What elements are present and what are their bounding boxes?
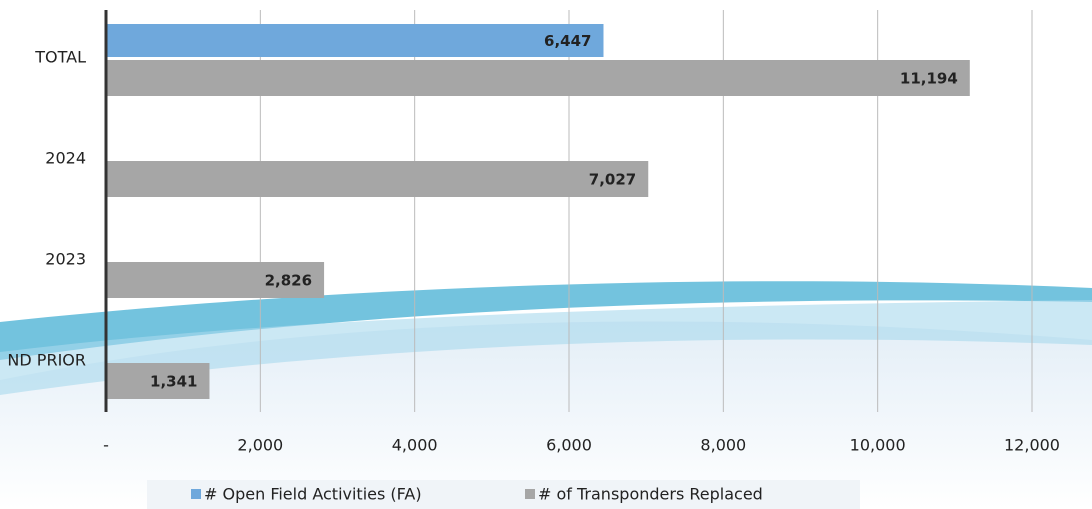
data-label: 11,194 <box>900 70 958 88</box>
legend-label: # of Transponders Replaced <box>538 485 763 504</box>
y-tick-label: 2024 <box>45 149 86 168</box>
y-tick-label: ND PRIOR <box>7 351 86 370</box>
x-tick-label: 2,000 <box>237 436 283 455</box>
legend-label: # Open Field Activities (FA) <box>204 485 422 504</box>
x-tick-label: 4,000 <box>392 436 438 455</box>
bar <box>106 60 970 96</box>
x-tick-label: 12,000 <box>1004 436 1060 455</box>
x-tick-label: - <box>103 436 109 455</box>
data-label: 1,341 <box>150 373 197 391</box>
bar <box>106 24 603 57</box>
legend-swatch <box>191 489 201 499</box>
data-label: 7,027 <box>589 171 636 189</box>
x-tick-label: 8,000 <box>700 436 746 455</box>
page: {"chart_data": {"type": "bar", "orientat… <box>0 0 1092 509</box>
chart: - 2,000 4,000 6,000 8,000 10,000 12,000 TOTAL 6,… <box>0 0 1092 509</box>
x-tick-label: 10,000 <box>850 436 906 455</box>
y-tick-label: TOTAL <box>34 48 86 67</box>
data-label: 6,447 <box>544 32 591 50</box>
data-label: 2,826 <box>265 272 312 290</box>
legend-swatch <box>525 489 535 499</box>
x-tick-label: 6,000 <box>546 436 592 455</box>
y-tick-label: 2023 <box>45 250 86 269</box>
bar <box>106 161 648 197</box>
